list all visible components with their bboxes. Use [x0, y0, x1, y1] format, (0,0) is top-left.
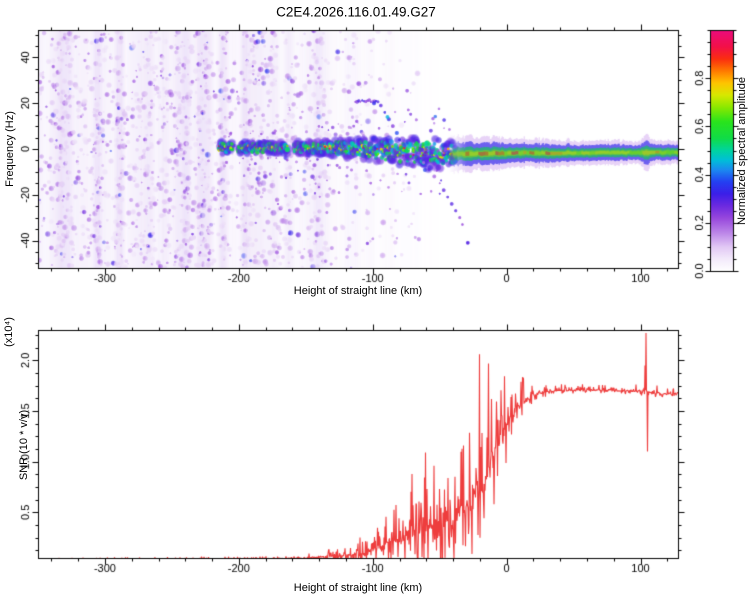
- spectrogram-x-axis-label: Height of straight line (km): [293, 285, 423, 297]
- spectrogram-y-axis-label: Frequency (Hz): [4, 111, 16, 187]
- snr-x-axis-label: Height of straight line (km): [293, 582, 423, 594]
- snr-y-axis-label: SNR (10 * v/v): [18, 409, 30, 481]
- colorbar-label: Normalized spectral amplitude: [736, 77, 748, 225]
- snr-y-scale-note: (x10⁴): [3, 317, 15, 347]
- figure-title: C2E4.2026.116.01.49.G27: [276, 4, 436, 20]
